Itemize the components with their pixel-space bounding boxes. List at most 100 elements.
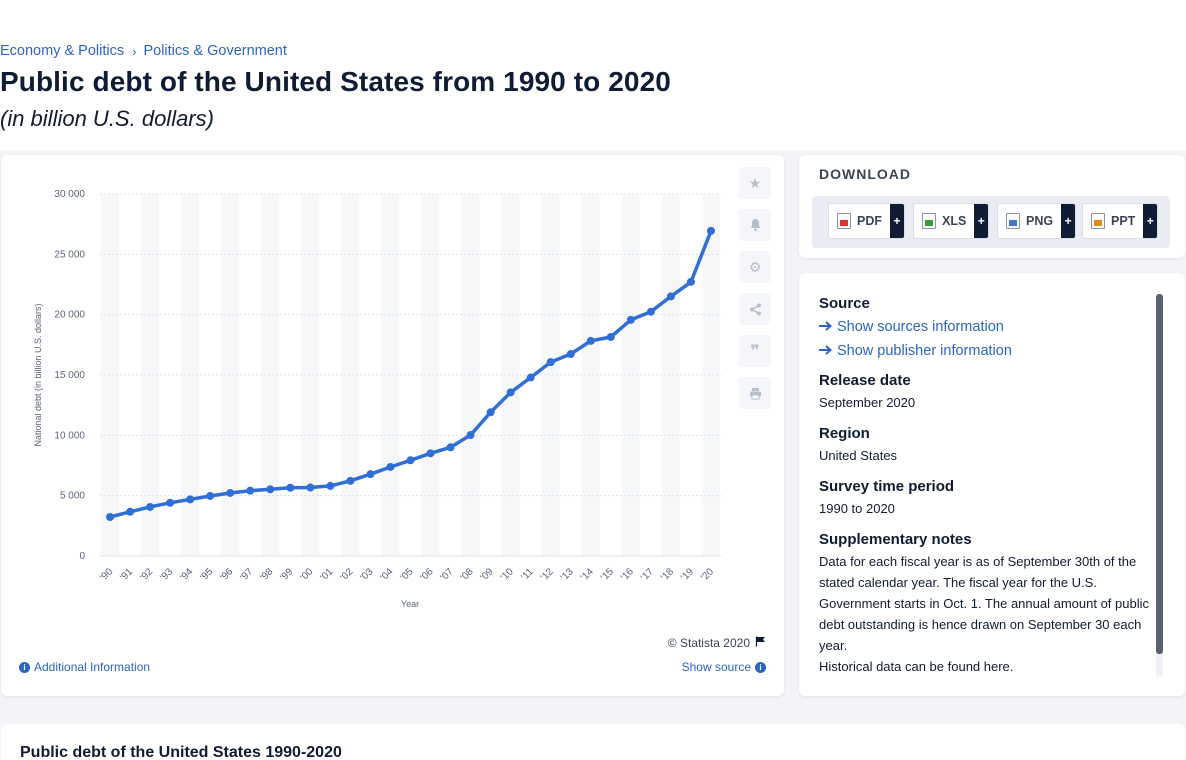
bell-icon[interactable] — [739, 209, 771, 241]
details-scrollbar[interactable] — [1156, 294, 1163, 677]
download-png-label: PNG — [1026, 214, 1054, 228]
data-point[interactable] — [506, 388, 515, 397]
x-tick-label: '17 — [639, 566, 656, 583]
x-tick-label: '19 — [679, 566, 696, 583]
region-value: United States — [819, 448, 898, 463]
download-title: DOWNLOAD — [819, 166, 911, 182]
additional-information-label: Additional Information — [34, 660, 151, 674]
show-publisher-link[interactable]: Show publisher information — [819, 339, 1149, 363]
png-file-icon — [1006, 213, 1020, 229]
download-card: DOWNLOAD PDF + XLS + PNG + PPT + — [799, 155, 1185, 258]
x-tick-label: '02 — [339, 566, 356, 583]
data-point[interactable] — [626, 315, 635, 324]
data-point[interactable] — [526, 373, 535, 382]
additional-information-link[interactable]: i Additional Information — [19, 660, 150, 674]
copyright-notice: © Statista 2020 — [668, 636, 766, 650]
share-icon[interactable] — [739, 293, 771, 325]
column-stripe — [621, 194, 640, 556]
data-point[interactable] — [426, 449, 435, 458]
download-xls-label: XLS — [942, 214, 967, 228]
y-tick-label: 5 000 — [60, 491, 85, 502]
data-point[interactable] — [146, 502, 155, 511]
show-source-label: Show source — [681, 660, 751, 674]
data-point[interactable] — [686, 277, 695, 286]
x-axis-label: Year — [401, 599, 419, 609]
breadcrumb-politics-government[interactable]: Politics & Government — [143, 43, 287, 59]
chart-stripes — [101, 194, 720, 556]
data-point[interactable] — [606, 332, 615, 341]
data-point[interactable] — [226, 488, 235, 497]
data-point[interactable] — [186, 495, 195, 504]
data-point[interactable] — [406, 456, 415, 465]
print-icon[interactable] — [739, 377, 771, 409]
download-pdf-button[interactable]: PDF + — [828, 203, 905, 239]
data-point[interactable] — [466, 431, 475, 440]
data-point[interactable] — [446, 443, 455, 452]
x-tick-label: '91 — [118, 566, 135, 583]
data-point[interactable] — [306, 483, 315, 492]
data-point[interactable] — [286, 483, 295, 492]
data-point[interactable] — [386, 462, 395, 471]
column-stripe — [661, 194, 680, 556]
star-icon[interactable]: ★ — [739, 167, 771, 199]
details-scrollbar-thumb[interactable] — [1156, 294, 1163, 654]
x-tick-label: '14 — [579, 566, 596, 583]
column-stripe — [221, 194, 240, 556]
y-tick-label: 0 — [79, 551, 85, 562]
y-tick-label: 10 000 — [54, 430, 85, 441]
arrow-right-icon — [819, 315, 833, 339]
x-tick-label: '97 — [238, 566, 255, 583]
data-point[interactable] — [666, 292, 675, 301]
data-point[interactable] — [566, 350, 575, 359]
data-point[interactable] — [106, 512, 115, 521]
breadcrumb-separator: › — [132, 43, 137, 59]
series-public-debt — [106, 226, 715, 521]
data-point[interactable] — [166, 498, 175, 507]
statistic-details-card: Source Show sources information Show pub… — [799, 273, 1185, 696]
column-stripe — [581, 194, 600, 556]
data-point[interactable] — [486, 408, 495, 417]
data-point[interactable] — [586, 336, 595, 345]
column-stripe — [541, 194, 560, 556]
download-xls-button[interactable]: XLS + — [913, 203, 990, 239]
data-point[interactable] — [266, 485, 275, 494]
info-icon: i — [19, 661, 30, 673]
x-tick-label: '03 — [359, 566, 376, 583]
data-point[interactable] — [126, 507, 135, 516]
x-tick-label: '18 — [659, 566, 676, 583]
data-point[interactable] — [326, 481, 335, 490]
download-png-button[interactable]: PNG + — [997, 203, 1077, 239]
data-point[interactable] — [646, 307, 655, 316]
column-stripe — [101, 194, 120, 556]
statistic-details: Source Show sources information Show pub… — [819, 295, 1149, 689]
column-stripe — [181, 194, 200, 556]
data-point[interactable] — [366, 470, 375, 479]
column-stripe — [461, 194, 480, 556]
table-section-card: Public debt of the United States 1990-20… — [1, 724, 1185, 760]
chart-card: 0 5 000 10 000 15 000 20 000 25 000 30 000 '90… — [1, 155, 784, 696]
x-tick-label: '04 — [379, 566, 396, 583]
flag-icon[interactable] — [755, 636, 766, 650]
column-stripe — [141, 194, 160, 556]
quote-icon[interactable]: ❞ — [739, 335, 771, 367]
data-point[interactable] — [206, 491, 215, 500]
download-ppt-button[interactable]: PPT + — [1082, 203, 1159, 239]
plus-icon: + — [1143, 204, 1158, 238]
x-tick-label: '00 — [298, 566, 315, 583]
data-point[interactable] — [346, 476, 355, 485]
data-point[interactable] — [706, 226, 715, 235]
y-axis-label: National debt (in billion U.S. dollars) — [33, 303, 43, 446]
data-point[interactable] — [246, 486, 255, 495]
data-point[interactable] — [546, 358, 555, 367]
show-sources-label: Show sources information — [837, 319, 1004, 335]
page-title: Public debt of the United States from 19… — [0, 66, 671, 97]
show-source-link[interactable]: Show source i — [682, 660, 766, 674]
region-heading: Region — [819, 425, 870, 442]
column-stripe — [341, 194, 360, 556]
column-stripe — [701, 194, 720, 556]
breadcrumb-economy-politics[interactable]: Economy & Politics — [0, 43, 125, 59]
x-tick-label: '15 — [599, 566, 616, 583]
gear-icon[interactable]: ⚙ — [739, 251, 771, 283]
show-sources-link[interactable]: Show sources information — [819, 315, 1149, 339]
source-heading: Source — [819, 295, 870, 312]
